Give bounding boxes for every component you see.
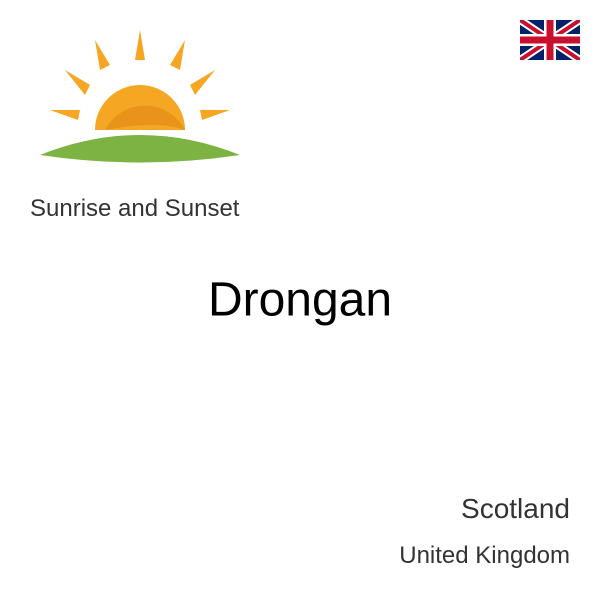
logo-subtitle: Sunrise and Sunset xyxy=(30,195,239,223)
location-region: Scotland xyxy=(461,493,570,525)
location-country: United Kingdom xyxy=(399,542,570,570)
uk-flag-icon xyxy=(520,20,580,60)
location-name: Drongan xyxy=(208,273,392,328)
sunrise-logo xyxy=(30,20,250,180)
uk-flag-svg xyxy=(520,20,580,60)
sunrise-logo-svg xyxy=(30,20,250,180)
